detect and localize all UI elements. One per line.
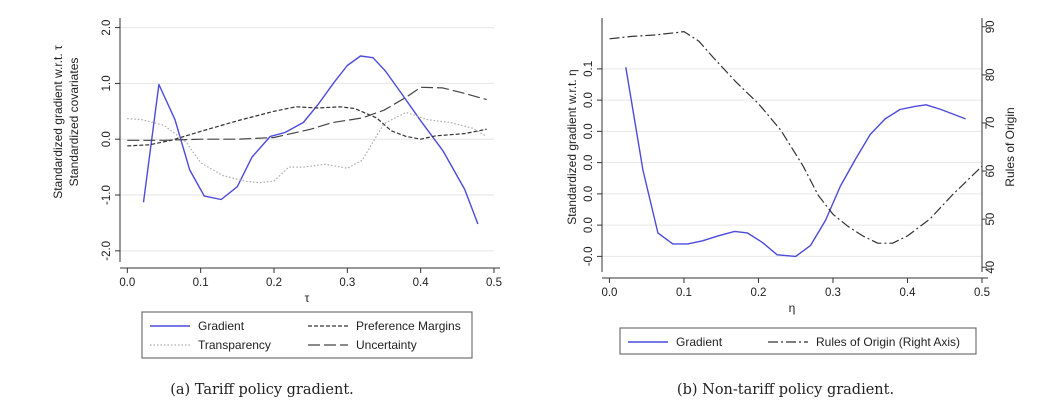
panel-nontariff: 0.0 0.1 0.2 0.3 0.4 0.5 η -0.0 0.0 0.0 0.0 0.0 0.0 0.… — [524, 0, 1047, 412]
legend-box — [141, 311, 473, 359]
legend-label-rules_of_origin: Rules of Origin (Right Axis) — [816, 335, 960, 349]
y-tick-label: 0.0 — [583, 123, 595, 139]
caption-tariff: (a) Tariff policy gradient. — [170, 382, 354, 398]
x-tick-label: 0.4 — [413, 277, 430, 289]
x-tick-label: 0.0 — [119, 277, 135, 289]
chart-nontariff-gradient: 0.0 0.1 0.2 0.3 0.4 0.5 η -0.0 0.0 0.0 0.0 0.0 0.0 0.… — [565, 18, 1017, 355]
x-tick-label: 0.5 — [974, 287, 990, 299]
legend-label-gradient: Gradient — [198, 319, 245, 333]
y-axis-title-line: Standardized gradient w.r.t. τ — [51, 45, 65, 199]
x-tick-label: 0.4 — [899, 287, 916, 299]
x-tick-label: 0.3 — [825, 287, 841, 299]
y-tick-label: -2.0 — [101, 241, 113, 261]
y-tick-label: 0.0 — [583, 186, 595, 202]
x-tick-label: 0.2 — [750, 287, 766, 299]
x-tick-label: 0.2 — [266, 277, 282, 289]
y-tick-label: 1.0 — [101, 75, 113, 91]
y2-tick-label: 70 — [985, 117, 997, 130]
x-tick-label: 0.1 — [193, 277, 209, 289]
x-axis-title: τ — [305, 291, 310, 305]
legend-label-gradient: Gradient — [676, 335, 723, 349]
y2-axis-title: Rules of Origin — [1003, 107, 1017, 186]
y-tick-label: -0.0 — [583, 246, 595, 266]
y2-tick-label: 90 — [985, 20, 997, 33]
x-tick-label: 0.5 — [486, 277, 502, 289]
x-tick-label: 0.3 — [339, 277, 355, 289]
series-line-rules_of_origin — [609, 31, 983, 244]
plot-area — [602, 22, 982, 272]
plot-area — [120, 22, 494, 262]
series-line-gradient — [142, 55, 479, 225]
series-line-gradient — [625, 67, 966, 258]
panel-tariff: 0.0 0.1 0.2 0.3 0.4 0.5 τ -2.0 -1.0 0.0 1.0 2.0 Stan… — [51, 18, 502, 398]
legend-label-transparency: Transparency — [198, 338, 271, 352]
x-axis-title: η — [789, 301, 796, 315]
series-line-transparency — [127, 111, 487, 184]
y-tick-label: -1.0 — [101, 185, 113, 205]
y2-tick-label: 60 — [985, 165, 997, 178]
y-axis-title-line: Standardized covariates — [67, 58, 81, 187]
caption-nontariff: (b) Non-tariff policy gradient. — [676, 382, 895, 398]
y-tick-label: 0.1 — [583, 61, 595, 77]
chart-tariff-gradient: 0.0 0.1 0.2 0.3 0.4 0.5 τ -2.0 -1.0 0.0 1.0 2.0 Stan… — [51, 18, 502, 359]
y-tick-label: 0.0 — [101, 131, 113, 147]
y2-tick-label: 40 — [985, 261, 997, 274]
y-tick-label: 2.0 — [101, 20, 113, 36]
legend-box — [619, 327, 977, 355]
y2-tick-label: 50 — [985, 213, 997, 226]
y-tick-label: 0.0 — [583, 217, 595, 233]
legend-label-preference: Preference Margins — [356, 319, 461, 333]
y-axis-title: Standardized gradient w.r.t. η — [565, 69, 579, 224]
series-line-preference — [127, 106, 487, 147]
series-line-uncertainty — [127, 86, 487, 141]
y-tick-label: 0.0 — [583, 92, 595, 108]
y-tick-label: 0.0 — [583, 155, 595, 171]
legend-label-uncertainty: Uncertainty — [356, 338, 417, 352]
y2-tick-label: 80 — [985, 68, 997, 81]
x-tick-label: 0.1 — [676, 287, 692, 299]
x-tick-label: 0.0 — [601, 287, 617, 299]
